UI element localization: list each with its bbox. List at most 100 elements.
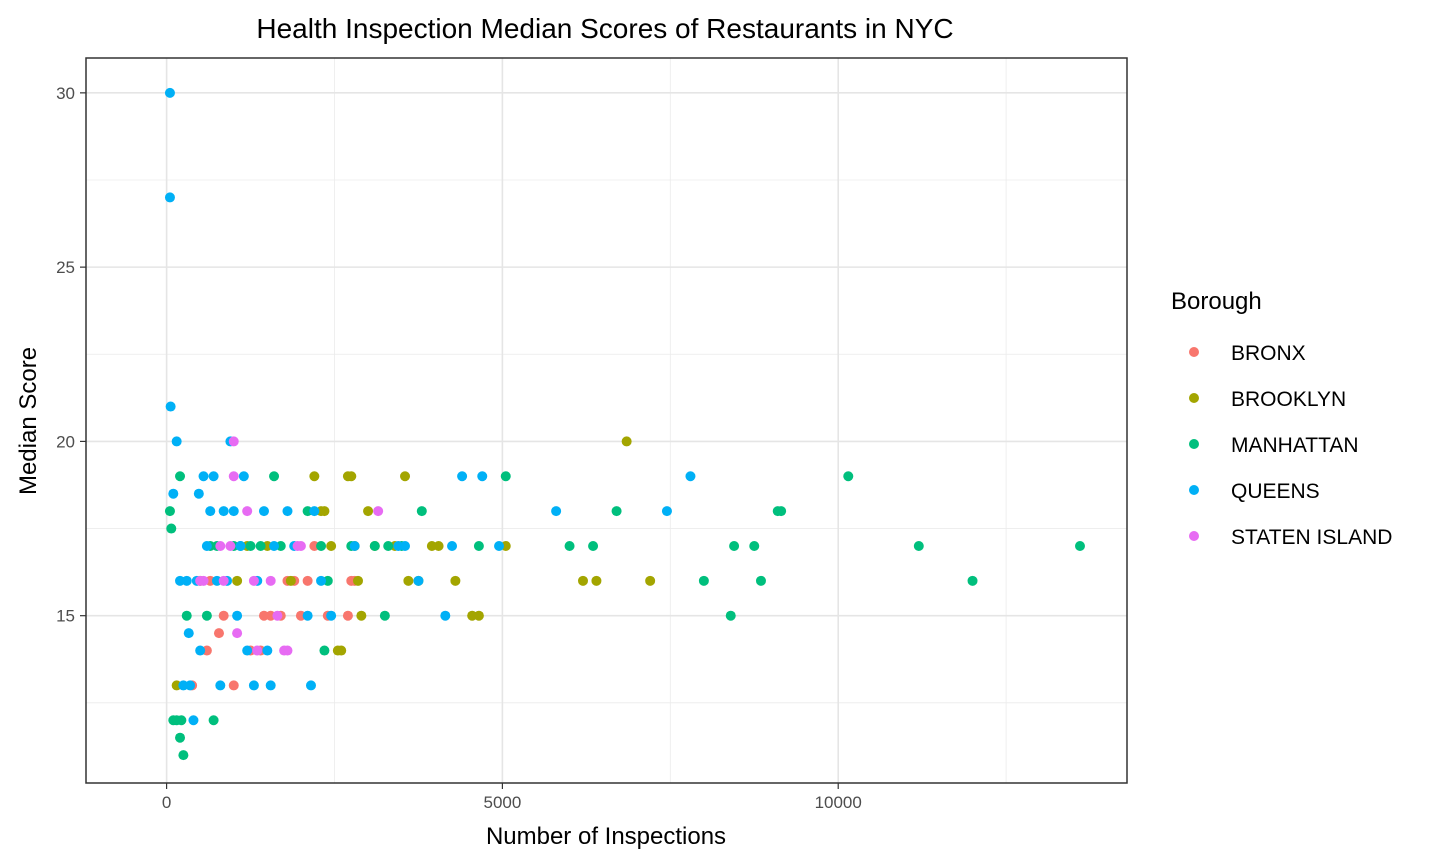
data-point <box>205 506 216 517</box>
data-point <box>661 506 672 517</box>
data-point <box>258 506 269 517</box>
data-point <box>413 575 424 586</box>
data-point <box>363 506 374 517</box>
data-point <box>208 471 219 482</box>
data-point <box>285 575 296 586</box>
data-point <box>477 471 488 482</box>
data-point <box>164 87 175 98</box>
data-point <box>1074 540 1085 551</box>
data-point <box>185 680 196 691</box>
data-point <box>353 575 364 586</box>
data-point <box>175 732 186 743</box>
data-point <box>245 540 256 551</box>
data-point <box>292 540 303 551</box>
data-point <box>265 680 276 691</box>
data-point <box>843 471 854 482</box>
data-point <box>749 540 760 551</box>
data-point <box>218 610 229 621</box>
data-point <box>232 575 243 586</box>
data-point <box>729 540 740 551</box>
y-tick-label: 30 <box>56 84 75 103</box>
data-point <box>379 610 390 621</box>
data-point <box>725 610 736 621</box>
data-point <box>440 610 451 621</box>
legend: BRONX BROOKLYN MANHATTAN QUEENS STATEN ISLAN… <box>1189 342 1392 549</box>
data-point <box>279 645 290 656</box>
legend-label: MANHATTAN <box>1231 434 1359 457</box>
data-point <box>242 645 253 656</box>
data-point <box>373 506 384 517</box>
data-point <box>302 610 313 621</box>
data-point <box>967 575 978 586</box>
data-point <box>238 471 249 482</box>
data-point <box>252 645 263 656</box>
data-point <box>473 610 484 621</box>
data-point <box>269 471 280 482</box>
data-point <box>183 628 194 639</box>
data-point <box>232 628 243 639</box>
data-point <box>232 610 243 621</box>
data-point <box>282 506 293 517</box>
data-point <box>319 645 330 656</box>
data-point <box>326 610 337 621</box>
series-staten-island <box>195 436 384 656</box>
data-point <box>913 540 924 551</box>
data-point <box>165 401 176 412</box>
data-point <box>342 610 353 621</box>
data-point <box>201 540 212 551</box>
legend-label: BROOKLYN <box>1231 388 1346 411</box>
data-point <box>755 575 766 586</box>
data-point <box>564 540 575 551</box>
data-point <box>577 575 588 586</box>
data-point <box>473 540 484 551</box>
chart-title: Health Inspection Median Scores of Resta… <box>256 13 953 44</box>
data-point <box>305 680 316 691</box>
data-point <box>403 575 414 586</box>
data-point <box>400 540 411 551</box>
y-tick-label: 25 <box>56 258 75 277</box>
data-point <box>621 436 632 447</box>
data-point <box>494 540 505 551</box>
data-point <box>225 540 236 551</box>
data-point <box>309 506 320 517</box>
data-point <box>248 680 259 691</box>
x-tick-label: 0 <box>162 793 171 812</box>
data-point <box>316 575 327 586</box>
data-point <box>193 488 204 499</box>
legend-key <box>1189 531 1199 541</box>
data-point <box>383 540 394 551</box>
y-tick-label: 15 <box>56 607 75 626</box>
legend-key <box>1189 439 1199 449</box>
x-axis: 0 5000 10000 <box>162 783 862 812</box>
data-point <box>188 715 199 726</box>
data-point <box>776 506 787 517</box>
data-point <box>698 575 709 586</box>
data-point <box>201 610 212 621</box>
data-point <box>228 471 239 482</box>
data-point <box>685 471 696 482</box>
data-point <box>450 575 461 586</box>
data-point <box>302 575 313 586</box>
series-queens <box>164 87 696 726</box>
data-point <box>255 540 266 551</box>
legend-key <box>1189 393 1199 403</box>
data-point <box>447 540 458 551</box>
x-axis-title: Number of Inspections <box>486 823 726 850</box>
data-point <box>326 540 337 551</box>
data-point <box>309 471 320 482</box>
data-point <box>349 540 360 551</box>
data-point <box>228 680 239 691</box>
data-point <box>166 523 177 534</box>
legend-label: STATEN ISLAND <box>1231 526 1392 549</box>
data-point <box>171 436 182 447</box>
data-point <box>500 471 511 482</box>
data-point <box>228 506 239 517</box>
legend-key <box>1189 485 1199 495</box>
y-axis: 15 20 25 30 <box>56 84 86 626</box>
data-point <box>262 645 273 656</box>
data-point <box>228 436 239 447</box>
data-point <box>198 471 209 482</box>
data-point <box>208 715 219 726</box>
data-point <box>198 575 209 586</box>
